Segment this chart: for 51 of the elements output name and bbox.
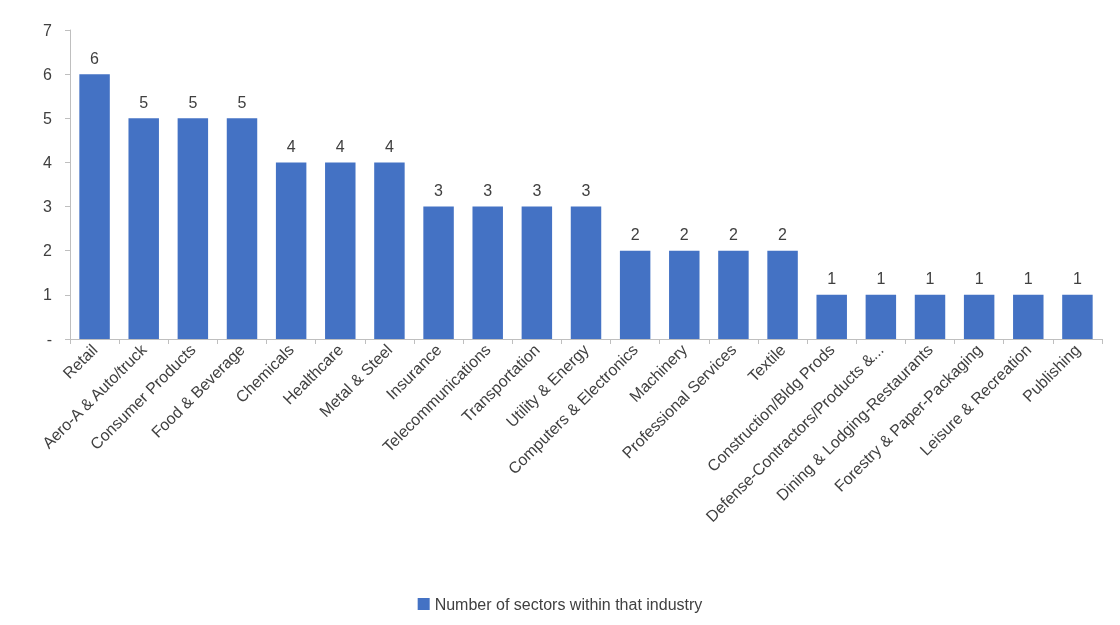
bar	[472, 206, 503, 339]
data-label: 5	[139, 93, 149, 111]
data-label: 4	[286, 137, 296, 155]
bar	[374, 162, 405, 339]
data-label: 1	[1072, 270, 1082, 288]
y-tick-label: 3	[43, 198, 53, 216]
data-label: 1	[827, 270, 837, 288]
data-label: 1	[876, 270, 886, 288]
bar	[325, 162, 356, 339]
data-label: 3	[483, 182, 493, 200]
data-label: 4	[335, 137, 345, 155]
data-label: 2	[630, 226, 640, 244]
data-label: 2	[679, 226, 689, 244]
data-label: 5	[188, 93, 198, 111]
data-label: 3	[532, 182, 542, 200]
bar	[177, 118, 209, 339]
y-tick-label: 4	[43, 153, 53, 171]
bar	[767, 250, 798, 339]
y-tick-label: 6	[43, 65, 53, 83]
bar	[669, 250, 700, 339]
bar	[128, 118, 159, 339]
data-label: 1	[1023, 270, 1033, 288]
data-label: 1	[974, 270, 984, 288]
data-label: 2	[728, 226, 738, 244]
data-label: 6	[90, 49, 100, 67]
data-label: 3	[581, 182, 591, 200]
y-tick-label: -	[46, 330, 52, 348]
y-tick-label: 2	[43, 242, 53, 260]
data-label: 2	[778, 226, 788, 244]
bar	[521, 206, 553, 339]
bar	[718, 250, 749, 339]
bar	[1013, 294, 1044, 339]
data-label: 4	[384, 137, 394, 155]
bar	[619, 250, 651, 339]
legend-label: Number of sectors within that industry	[434, 595, 703, 613]
y-tick-label: 5	[43, 109, 53, 127]
bar	[963, 294, 995, 339]
bar	[570, 206, 602, 339]
bar	[865, 294, 897, 339]
bar	[79, 74, 110, 339]
bar	[1062, 294, 1093, 339]
data-label: 3	[434, 182, 444, 200]
bar	[816, 294, 847, 339]
bar	[423, 206, 454, 339]
data-label: 5	[237, 93, 247, 111]
y-tick-label: 7	[43, 21, 53, 39]
bar	[914, 294, 946, 339]
data-label: 1	[925, 270, 935, 288]
bar	[275, 162, 307, 339]
bar	[226, 118, 258, 339]
y-tick-label: 1	[43, 286, 53, 304]
